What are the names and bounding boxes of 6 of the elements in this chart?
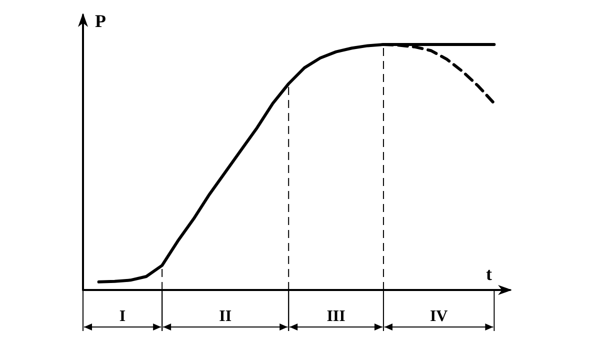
text: III (326, 308, 346, 325)
x-axis-title: t (486, 264, 492, 284)
text: II (219, 308, 232, 325)
text: I (119, 308, 126, 325)
y-axis-title: P (95, 11, 106, 31)
text: IV (430, 308, 448, 325)
